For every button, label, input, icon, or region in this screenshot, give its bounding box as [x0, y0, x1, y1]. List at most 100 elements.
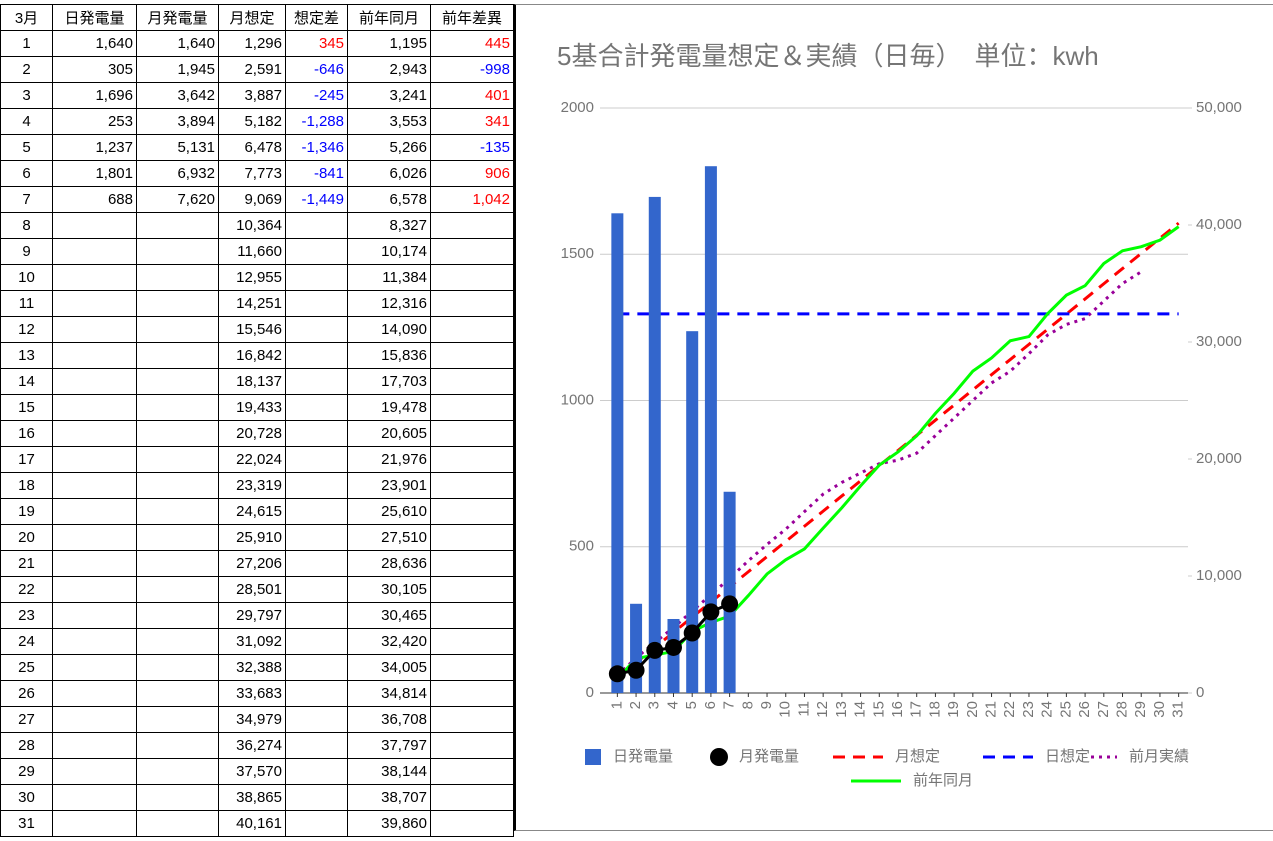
bar — [686, 331, 699, 693]
table-cell — [136, 264, 219, 291]
table-cell — [430, 472, 514, 499]
chart-title: 5基合計発電量想定＆実績（日毎） 単位：kwh — [557, 41, 1099, 71]
table-cell: 5 — [0, 134, 53, 161]
legend-label: 日想定 — [1045, 748, 1090, 765]
table-cell — [52, 238, 137, 265]
table-cell: 8,327 — [347, 212, 431, 239]
x-tick-label: 5 — [683, 701, 700, 709]
table-row: 21 27,206 28,636 — [0, 550, 514, 577]
marker — [608, 665, 626, 683]
table-cell — [52, 706, 137, 733]
table-cell: 12,955 — [218, 264, 286, 291]
table-row: 6 1,801 6,932 7,773 -841 6,026 906 — [0, 160, 514, 187]
x-tick-label: 23 — [1020, 701, 1037, 718]
table-cell: 3,887 — [218, 82, 286, 109]
table-cell: 5,182 — [218, 108, 286, 135]
legend-label: 月想定 — [895, 748, 940, 765]
table-cell: 15 — [0, 394, 53, 421]
table-cell: 7 — [0, 186, 53, 213]
table-cell — [285, 732, 348, 759]
table-cell: 3月 — [0, 4, 53, 31]
table-cell — [52, 758, 137, 785]
table-row: 26 33,683 34,814 — [0, 680, 514, 707]
table-cell: 20,605 — [347, 420, 431, 447]
table-cell — [52, 472, 137, 499]
table-cell: 3,894 — [136, 108, 219, 135]
table-cell: 12,316 — [347, 290, 431, 317]
table-cell — [430, 238, 514, 265]
legend-label: 前年同月 — [913, 772, 973, 789]
table-cell: 341 — [430, 108, 514, 135]
table-cell — [136, 472, 219, 499]
table-row: 23 29,797 30,465 — [0, 602, 514, 629]
table-cell — [430, 498, 514, 525]
table-row: 22 28,501 30,105 — [0, 576, 514, 603]
table-cell — [430, 732, 514, 759]
y-tick-label: 1500 — [561, 245, 594, 262]
table-cell: 1,195 — [347, 30, 431, 57]
y2-tick-label: 40,000 — [1196, 216, 1242, 233]
table-cell — [285, 628, 348, 655]
table-cell: 445 — [430, 30, 514, 57]
table-cell — [430, 368, 514, 395]
table-cell: 月発電量 — [136, 4, 219, 31]
table-cell — [52, 576, 137, 603]
table-cell — [136, 238, 219, 265]
table-cell: 6,932 — [136, 160, 219, 187]
table-cell — [430, 576, 514, 603]
table-row: 14 18,137 17,703 — [0, 368, 514, 395]
marker — [646, 641, 664, 659]
table-cell: 24 — [0, 628, 53, 655]
table-cell: 14,251 — [218, 290, 286, 317]
x-tick-label: 15 — [870, 701, 887, 718]
table-cell: -1,449 — [285, 186, 348, 213]
table-cell: 日発電量 — [52, 4, 137, 31]
table-cell: 28,636 — [347, 550, 431, 577]
table-cell — [136, 732, 219, 759]
table-cell: 13 — [0, 342, 53, 369]
table-cell — [285, 498, 348, 525]
table-cell: 37,797 — [347, 732, 431, 759]
x-tick-label: 25 — [1057, 701, 1074, 718]
x-tick-label: 30 — [1151, 701, 1168, 718]
table-cell: 11,660 — [218, 238, 286, 265]
x-tick-label: 16 — [889, 701, 906, 718]
table-cell: 想定差 — [285, 4, 348, 31]
table-cell: 15,546 — [218, 316, 286, 343]
bar — [723, 491, 736, 693]
table-cell: 15,836 — [347, 342, 431, 369]
x-tick-label: 2 — [627, 701, 644, 709]
table-cell: 22,024 — [218, 446, 286, 473]
table-cell: 1,945 — [136, 56, 219, 83]
table-cell — [285, 472, 348, 499]
table-cell: 26 — [0, 680, 53, 707]
table-cell — [285, 758, 348, 785]
table-row: 28 36,274 37,797 — [0, 732, 514, 759]
table-cell — [285, 212, 348, 239]
table-cell: 前年同月 — [347, 4, 431, 31]
table-cell — [52, 446, 137, 473]
x-tick-label: 13 — [833, 701, 850, 718]
table-cell: 11,384 — [347, 264, 431, 291]
table-cell — [136, 602, 219, 629]
table-cell — [430, 342, 514, 369]
table-cell: 16 — [0, 420, 53, 447]
table-row: 5 1,237 5,131 6,478 -1,346 5,266 -135 — [0, 134, 514, 161]
table-row: 3月 日発電量 月発電量 月想定 想定差 前年同月 前年差異 — [0, 4, 514, 31]
table-cell: 36,708 — [347, 706, 431, 733]
y2-tick-label: 30,000 — [1196, 333, 1242, 350]
table-cell — [136, 524, 219, 551]
table-cell: 30,105 — [347, 576, 431, 603]
table-cell — [52, 732, 137, 759]
table-cell: 10 — [0, 264, 53, 291]
table-cell: 39,860 — [347, 810, 431, 837]
table-cell — [430, 628, 514, 655]
table-cell — [430, 316, 514, 343]
table-cell — [52, 602, 137, 629]
table-cell — [136, 758, 219, 785]
table-row: 3 1,696 3,642 3,887 -245 3,241 401 — [0, 82, 514, 109]
table-cell — [430, 550, 514, 577]
x-tick-label: 7 — [721, 701, 738, 709]
y-tick-label: 2000 — [561, 99, 594, 116]
table-cell: 27,206 — [218, 550, 286, 577]
